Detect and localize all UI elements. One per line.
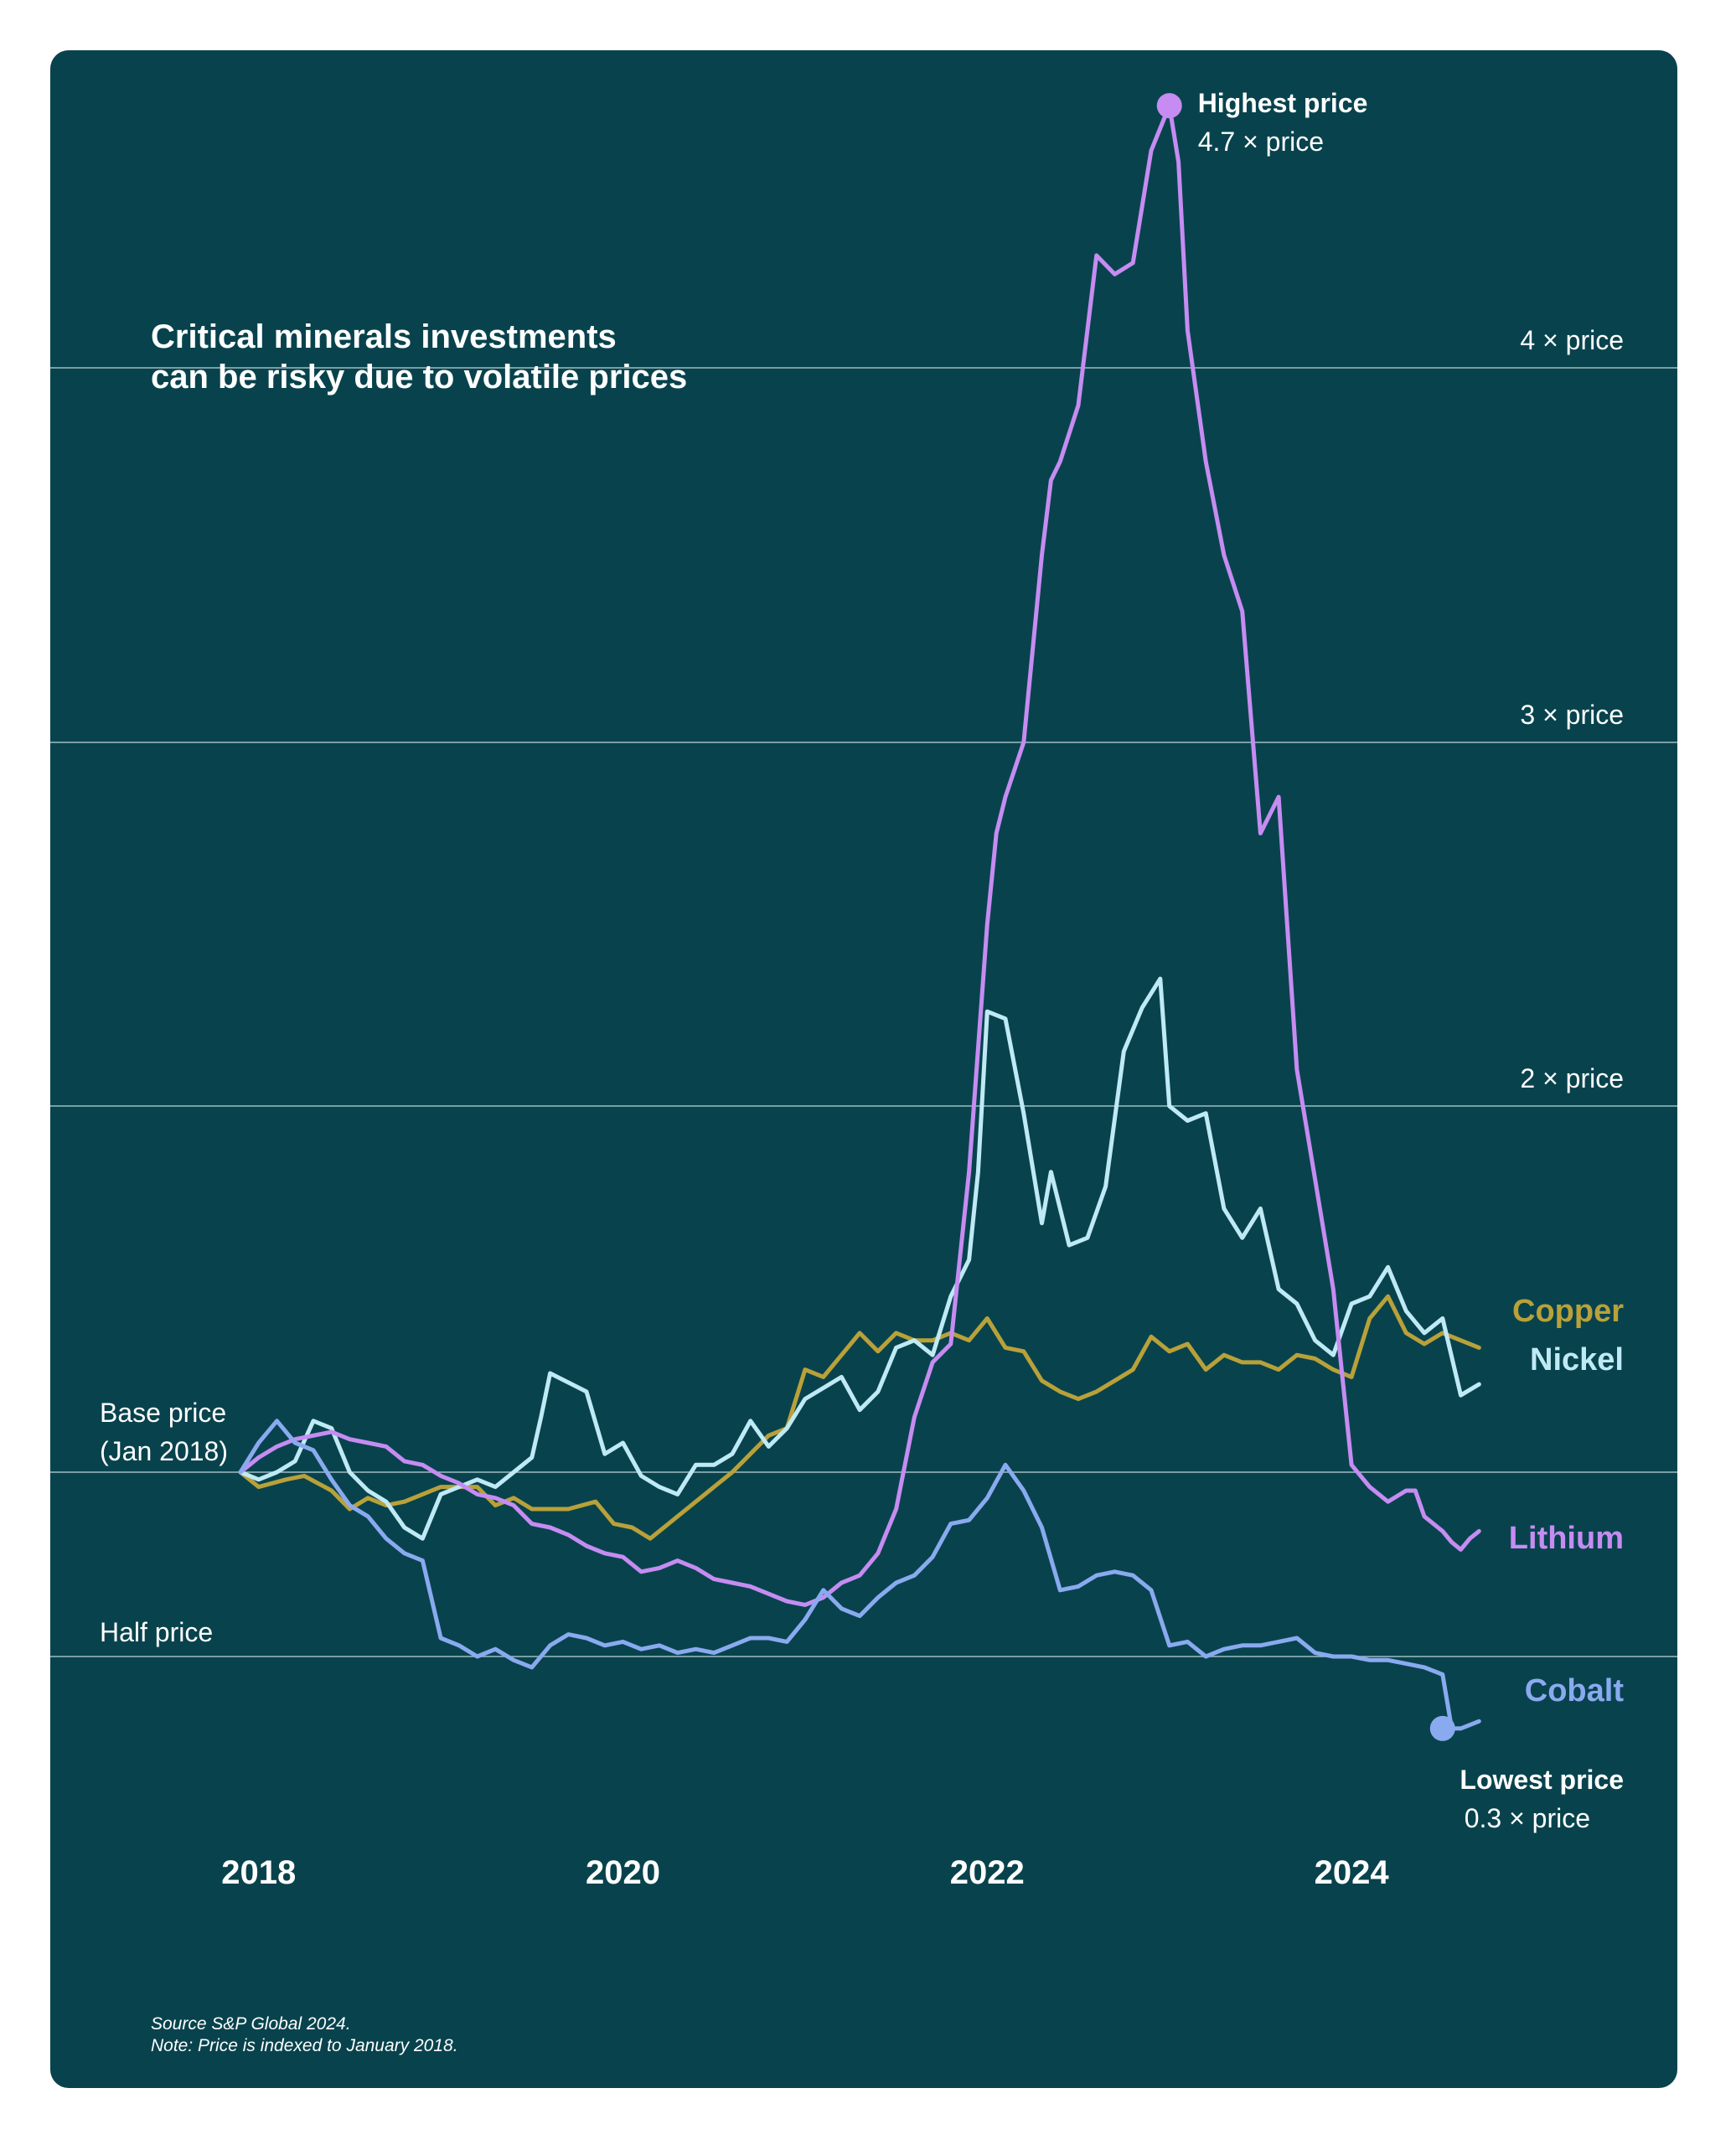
annotation-value-lowest: 0.3 × price [1465, 1803, 1590, 1833]
chart-title-line-1: Critical minerals investments [151, 318, 617, 355]
note-line: Note: Price is indexed to January 2018. [151, 2036, 458, 2055]
series-label-cobalt: Cobalt [1525, 1673, 1625, 1708]
base-price-label-line-1: Base price [100, 1398, 226, 1428]
x-tick-label-2018: 2018 [221, 1854, 296, 1891]
annotations: Highest price 4.7 × price Lowest price 0.3 … [1156, 88, 1624, 1833]
chart-title: Critical minerals investments can be ris… [151, 317, 687, 397]
half-price-label: Half price [100, 1617, 213, 1647]
annotation-point-lowest [1429, 1715, 1455, 1741]
source-note: Source S&P Global 2024. Note: Price is i… [151, 2013, 458, 2057]
annotation-value-highest: 4.7 × price [1198, 127, 1324, 157]
x-tick-label-2022: 2022 [950, 1854, 1025, 1891]
series-line-copper [238, 1294, 1481, 1541]
series-line-lithium [238, 103, 1481, 1607]
series-line-cobalt [238, 1419, 1481, 1731]
annotation-label-highest: Highest price [1198, 88, 1368, 118]
gridline-labels: 4 × price 3 × price 2 × price Base price (Ja… [100, 325, 1624, 1647]
series-label-copper: Copper [1512, 1294, 1624, 1329]
chart-title-line-2: can be risky due to volatile prices [151, 359, 688, 395]
annotation-label-lowest: Lowest price [1460, 1765, 1624, 1795]
x-tick-label-2020: 2020 [586, 1854, 660, 1891]
x-tick-label-2024: 2024 [1315, 1854, 1390, 1891]
gridlines [50, 367, 1677, 1657]
chart-panel: 4 × price 3 × price 2 × price Base price (Ja… [50, 50, 1677, 2088]
series-label-lithium: Lithium [1509, 1521, 1624, 1556]
base-price-label-line-2: (Jan 2018) [100, 1436, 228, 1466]
source-line: Source S&P Global 2024. [151, 2014, 351, 2034]
annotation-point-highest [1156, 93, 1182, 119]
line-chart: 4 × price 3 × price 2 × price Base price (Ja… [50, 88, 1677, 1891]
series-lines [238, 103, 1481, 1731]
gridline-label-4: 4 × price [1520, 325, 1624, 355]
series-label-nickel: Nickel [1530, 1342, 1624, 1377]
gridline-label-2: 2 × price [1520, 1063, 1624, 1093]
series-labels: Copper Nickel Lithium Cobalt [1509, 1294, 1625, 1708]
x-axis-ticks: 2018 2020 2022 2024 [221, 1854, 1389, 1891]
gridline-label-3: 3 × price [1520, 700, 1624, 730]
series-line-nickel [238, 976, 1481, 1541]
